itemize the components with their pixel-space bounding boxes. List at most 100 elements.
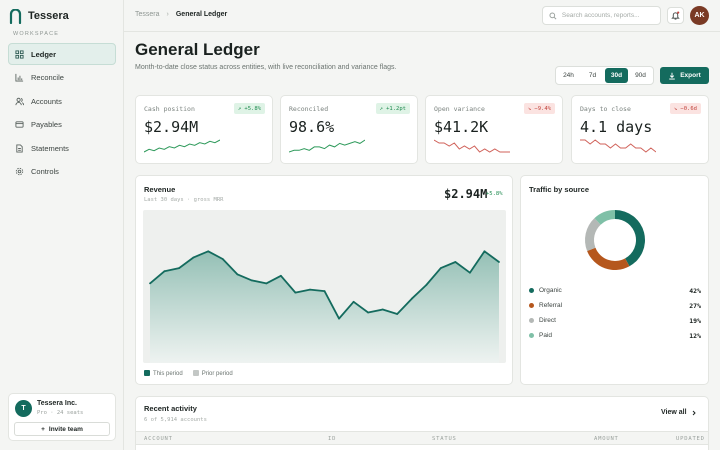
legend-prior[interactable]: Prior period <box>192 370 233 377</box>
kpi-card-reconciled[interactable]: Reconciled ↗ +1.2pt 98.6% <box>280 95 418 164</box>
org-meta: Pro · 24 seats <box>37 410 84 416</box>
breadcrumb-current: General Ledger <box>175 11 228 18</box>
donut-slice-referral[interactable] <box>587 247 630 270</box>
sidebar-item-ledger[interactable]: Ledger <box>8 43 116 65</box>
range-90d-button[interactable]: 90d <box>635 72 646 79</box>
revenue-point-21 <box>439 267 442 269</box>
revenue-area-chart[interactable] <box>143 210 506 363</box>
revenue-point-16 <box>367 311 369 314</box>
breadcrumb-root[interactable]: Tessera <box>135 11 160 18</box>
revenue-point-2 <box>163 270 166 273</box>
revenue-point-13 <box>323 290 326 292</box>
grid-icon <box>15 49 24 59</box>
org-avatar[interactable]: T <box>15 400 32 417</box>
kpi-card-days-to-close[interactable]: Days to close ↘ −0.6d 4.1 days <box>571 95 709 164</box>
revenue-delta: +5.8% <box>486 191 503 197</box>
kpi-delta-badge: ↗ +1.2pt <box>375 103 410 114</box>
invite-team-button[interactable]: + Invite team <box>14 422 110 436</box>
activity-subtitle: 6 of 5,914 accounts <box>144 417 207 423</box>
sparkline-path <box>580 139 656 153</box>
donut-slice-organic[interactable] <box>615 210 645 267</box>
sidebar-item-statements[interactable]: Statements <box>8 137 116 159</box>
kpi-label: Cash position <box>144 105 195 113</box>
revenue-point-19 <box>410 297 413 300</box>
legend-dot <box>529 333 534 338</box>
legend-label: This period <box>153 371 183 377</box>
document-icon <box>16 143 23 153</box>
revenue-point-1 <box>149 282 151 285</box>
revenue-card: Revenue Last 30 days · gross MRR $2.94M … <box>135 175 513 385</box>
kpi-sparkline <box>144 139 220 153</box>
revenue-value: $2.94M <box>444 187 488 201</box>
traffic-row-referral[interactable]: Referral 27% <box>529 298 701 313</box>
export-button[interactable]: Export <box>660 67 709 84</box>
legend-dot <box>529 318 534 323</box>
donut-slice-direct[interactable] <box>585 218 601 252</box>
activity-table-header: ACCOUNT ID STATUS AMOUNT UPDATED <box>136 431 708 445</box>
legend-current[interactable]: This period <box>144 370 183 377</box>
source-label: Direct <box>539 317 556 324</box>
kpi-sparkline <box>434 139 510 153</box>
search-input[interactable] <box>561 12 660 19</box>
range-7d-button[interactable]: 7d <box>588 72 597 79</box>
search-icon <box>549 12 557 19</box>
donut-slice-paid[interactable] <box>594 210 615 225</box>
revenue-subtitle: Last 30 days · gross MRR <box>144 197 224 203</box>
legend-dot <box>529 303 534 308</box>
revenue-title: Revenue <box>144 185 176 194</box>
column-header-amount[interactable]: AMOUNT <box>594 436 619 442</box>
column-header-id[interactable]: ID <box>328 436 337 442</box>
source-label: Paid <box>539 332 553 339</box>
revenue-point-3 <box>178 267 180 269</box>
revenue-point-22 <box>454 261 457 263</box>
kpi-label: Reconciled <box>289 105 329 113</box>
traffic-row-organic[interactable]: Organic 42% <box>529 283 701 298</box>
column-header-status[interactable]: STATUS <box>432 436 457 442</box>
time-range-selector: 24h 7d 30d 90d <box>555 66 654 85</box>
revenue-point-20 <box>425 284 428 286</box>
sparkline-path <box>289 139 365 153</box>
sparkline-path <box>434 139 510 153</box>
range-30d-button[interactable]: 30d <box>605 68 628 83</box>
sidebar-item-payables[interactable]: Payables <box>8 114 116 136</box>
sidebar-item-accounts[interactable]: Accounts <box>8 90 116 112</box>
range-24h-button[interactable]: 24h <box>563 72 574 79</box>
invite-label: Invite team <box>48 425 83 433</box>
sidebar-item-label: Accounts <box>31 96 62 106</box>
sidebar-item-controls[interactable]: Controls <box>8 161 116 183</box>
source-pct: 19% <box>689 316 701 325</box>
notifications-button[interactable] <box>667 7 684 24</box>
kpi-card-open-variance[interactable]: Open variance ↘ −9.4% $41.2K <box>425 95 563 164</box>
user-avatar[interactable]: AK <box>690 6 709 25</box>
revenue-point-4 <box>192 256 195 259</box>
revenue-area-fill <box>150 251 499 363</box>
sidebar-item-label: Payables <box>31 120 62 129</box>
revenue-point-9 <box>265 282 268 285</box>
page-title: General Ledger <box>135 40 260 59</box>
org-card: T Tessera Inc. Pro · 24 seats + Invite t… <box>8 393 116 441</box>
breadcrumb: Tessera › General Ledger <box>135 11 227 18</box>
brand[interactable]: Tessera <box>9 8 69 24</box>
view-all-link[interactable]: View all <box>661 409 697 416</box>
revenue-point-6 <box>221 258 224 260</box>
traffic-row-paid[interactable]: Paid 12% <box>529 328 701 343</box>
traffic-donut-chart[interactable] <box>579 204 651 276</box>
source-label: Organic <box>539 287 562 294</box>
kpi-card-cash[interactable]: Cash position ↗ +5.8% $2.94M <box>135 95 273 164</box>
kpi-value: $41.2K <box>434 118 489 136</box>
traffic-row-direct[interactable]: Direct 19% <box>529 313 701 328</box>
search-box[interactable] <box>542 6 661 25</box>
column-header-account[interactable]: ACCOUNT <box>144 436 173 442</box>
topbar: Tessera › General Ledger AK <box>124 0 720 32</box>
sidebar-item-reconcile[interactable]: Reconcile <box>8 67 116 89</box>
sidebar-item-label: Controls <box>31 167 59 176</box>
column-header-updated[interactable]: UPDATED <box>676 436 705 442</box>
source-pct: 12% <box>689 331 701 340</box>
revenue-point-24 <box>483 250 486 253</box>
activity-title: Recent activity <box>144 404 197 413</box>
kpi-delta-badge: ↘ −9.4% <box>523 103 555 114</box>
gear-icon <box>15 167 24 176</box>
download-icon <box>669 72 676 80</box>
kpi-value: $2.94M <box>144 118 199 136</box>
revenue-point-7 <box>236 273 239 276</box>
